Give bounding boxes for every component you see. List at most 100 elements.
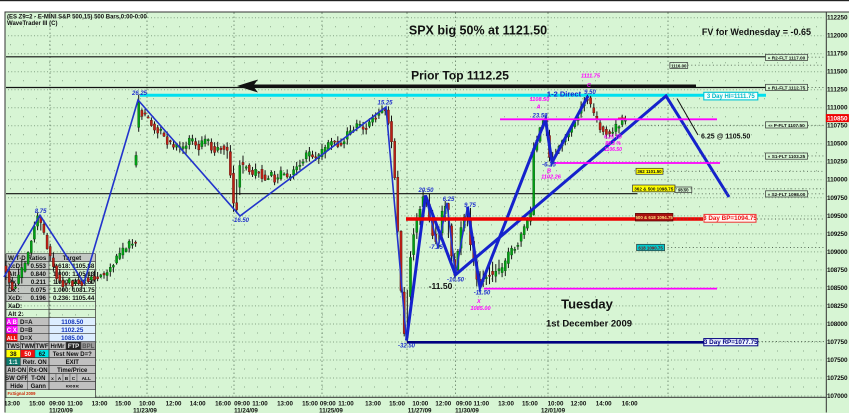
svg-text:16:00: 16:00: [215, 400, 231, 407]
svg-text:1102.26: 1102.26: [541, 175, 562, 181]
svg-text:1.000: 1105.13: 1.000: 1105.13: [53, 271, 95, 278]
svg-text:09:00: 09:00: [234, 400, 250, 407]
svg-text:109500: 109500: [827, 213, 848, 220]
svg-text:««««: ««««: [66, 384, 80, 390]
svg-text:FTP: FTP: [68, 344, 79, 350]
svg-text:XcD:: XcD:: [8, 263, 22, 270]
svg-text:HrMr: HrMr: [50, 344, 65, 350]
svg-text:«‹ P-FLT 1107.50: «‹ P-FLT 1107.50: [768, 123, 805, 128]
svg-text:11/25/09: 11/25/09: [319, 407, 343, 414]
svg-text:09:00: 09:00: [49, 400, 65, 407]
svg-text:TWS: TWS: [7, 344, 20, 350]
svg-text:Alt :: Alt :: [8, 271, 20, 278]
svg-text:3 Day HI=1111.75: 3 Day HI=1111.75: [707, 94, 756, 100]
svg-text:« S1-FLT 1103.25: « S1-FLT 1103.25: [768, 154, 806, 159]
svg-text:11:00: 11:00: [474, 400, 490, 407]
svg-text:C: C: [587, 83, 592, 89]
svg-text:1st December 2009: 1st December 2009: [546, 319, 632, 330]
svg-text:D=A: D=A: [20, 319, 33, 326]
svg-text:3 Day RP=1077.75: 3 Day RP=1077.75: [704, 339, 758, 346]
svg-text:13:00: 13:00: [4, 400, 20, 407]
svg-text:110250: 110250: [827, 159, 848, 166]
svg-text:111750: 111750: [827, 51, 848, 58]
svg-text:111250: 111250: [827, 87, 848, 94]
svg-text:1085.00: 1085.00: [470, 306, 491, 312]
svg-text:Dx :: Dx :: [8, 287, 20, 294]
svg-text:9.50: 9.50: [584, 90, 596, 96]
svg-text:108250: 108250: [827, 303, 848, 310]
svg-text:09:00: 09:00: [320, 400, 336, 407]
svg-text:B: B: [13, 320, 18, 326]
svg-text:Tuesday: Tuesday: [561, 297, 614, 312]
svg-text:14:00: 14:00: [596, 400, 612, 407]
svg-text:D=X: D=X: [20, 335, 33, 342]
svg-text:SW OFF: SW OFF: [5, 376, 29, 382]
svg-text:XaD:: XaD:: [8, 303, 22, 310]
svg-text:« R1-FLT 1112.75: « R1-FLT 1112.75: [768, 85, 806, 90]
svg-text:14:00: 14:00: [190, 400, 206, 407]
svg-text:ALL: ALL: [7, 336, 17, 342]
svg-text:0.075: 0.075: [31, 287, 47, 294]
svg-text:13:00: 13:00: [365, 400, 381, 407]
svg-text:107000: 107000: [827, 393, 848, 400]
svg-text:1111.75: 1111.75: [581, 74, 601, 80]
svg-text:88.3 %: 88.3 %: [605, 141, 621, 147]
svg-text:Gann: Gann: [31, 384, 47, 390]
svg-text:6.25: 6.25: [443, 197, 455, 203]
svg-text:0.840: 0.840: [31, 271, 47, 278]
svg-text:3 Day BP=1094.75: 3 Day BP=1094.75: [703, 215, 757, 222]
svg-text:11/24/09: 11/24/09: [234, 407, 258, 414]
svg-text:11:00: 11:00: [67, 400, 83, 407]
svg-text:110500: 110500: [827, 141, 848, 148]
svg-text:B: B: [65, 376, 69, 382]
svg-text:362 1101.50: 362 1101.50: [637, 169, 662, 174]
svg-text:x: x: [51, 377, 54, 382]
svg-text:107750: 107750: [827, 339, 848, 346]
svg-text:C: C: [7, 328, 12, 334]
svg-text:0.553: 0.553: [31, 263, 47, 270]
svg-text:BPL: BPL: [82, 344, 94, 350]
svg-text:109750: 109750: [827, 195, 848, 202]
svg-text:TWM: TWM: [21, 344, 35, 350]
svg-text:11/23/09: 11/23/09: [133, 407, 157, 414]
svg-text:6.25 @ 1105.50: 6.25 @ 1105.50: [701, 133, 750, 140]
svg-text:109000: 109000: [827, 249, 848, 256]
svg-text:15:00: 15:00: [302, 400, 318, 407]
svg-text:1085.00: 1085.00: [61, 335, 84, 342]
svg-text:111000: 111000: [827, 105, 848, 112]
svg-text:TWF: TWF: [36, 344, 49, 350]
svg-text:« R2-FLT 1117.00: « R2-FLT 1117.00: [768, 55, 806, 60]
svg-text:15:00: 15:00: [115, 400, 131, 407]
svg-text:09:00: 09:00: [456, 400, 472, 407]
svg-text:-10.50: -10.50: [447, 277, 465, 283]
svg-text:9.75: 9.75: [464, 203, 476, 209]
svg-text:15:00: 15:00: [522, 400, 538, 407]
svg-text:WaveTrader III (C): WaveTrader III (C): [7, 21, 57, 27]
svg-text:11/30/09: 11/30/09: [455, 407, 479, 414]
svg-text:FxSignal 2009: FxSignal 2009: [8, 391, 37, 396]
svg-text:12:00: 12:00: [570, 400, 586, 407]
svg-text:-16.50: -16.50: [232, 218, 250, 224]
svg-text:6.25 TD: 6.25 TD: [604, 134, 622, 140]
svg-text:11/20/09: 11/20/09: [49, 407, 73, 414]
svg-text:62: 62: [39, 352, 46, 358]
svg-text:A: A: [7, 320, 12, 326]
svg-text:109250: 109250: [827, 231, 848, 238]
svg-text:Target: Target: [63, 255, 81, 262]
svg-text:EXIT: EXIT: [66, 360, 80, 366]
svg-text:13:00: 13:00: [498, 400, 514, 407]
svg-text:« S2-FLT 1098.00: « S2-FLT 1098.00: [768, 192, 806, 197]
svg-text:1108.50: 1108.50: [530, 97, 551, 103]
svg-text:50: 50: [24, 352, 31, 358]
svg-text:12:00: 12:00: [435, 400, 451, 407]
svg-text:A: A: [535, 105, 540, 111]
svg-text:C: C: [72, 376, 76, 382]
svg-text:XcD:: XcD:: [8, 295, 22, 302]
svg-text:0.211: 0.211: [31, 279, 47, 286]
svg-text:Alt 2:: Alt 2:: [8, 311, 23, 318]
svg-text:1106.50: 1106.50: [604, 147, 622, 153]
svg-text:11:00: 11:00: [252, 400, 268, 407]
svg-text:A: A: [58, 376, 62, 382]
svg-text:1108.50: 1108.50: [61, 319, 84, 326]
svg-text:X: X: [13, 328, 17, 334]
